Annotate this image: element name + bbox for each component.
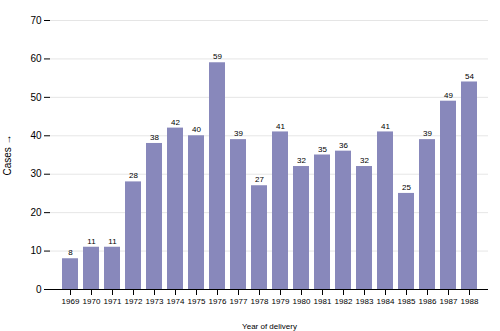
svg-text:1969: 1969 bbox=[62, 297, 80, 306]
svg-text:27: 27 bbox=[255, 175, 264, 184]
svg-text:1976: 1976 bbox=[209, 297, 227, 306]
svg-text:1981: 1981 bbox=[314, 297, 332, 306]
svg-text:11: 11 bbox=[87, 237, 96, 246]
svg-text:41: 41 bbox=[381, 122, 390, 131]
svg-text:70: 70 bbox=[30, 15, 42, 26]
svg-text:1970: 1970 bbox=[83, 297, 101, 306]
svg-text:1980: 1980 bbox=[293, 297, 311, 306]
svg-text:36: 36 bbox=[339, 141, 348, 150]
svg-text:1971: 1971 bbox=[104, 297, 122, 306]
svg-text:42: 42 bbox=[171, 118, 180, 127]
svg-text:39: 39 bbox=[423, 129, 432, 138]
svg-text:59: 59 bbox=[213, 52, 222, 61]
svg-text:50: 50 bbox=[30, 92, 42, 103]
svg-text:28: 28 bbox=[129, 171, 138, 180]
svg-text:25: 25 bbox=[402, 183, 411, 192]
svg-text:1975: 1975 bbox=[188, 297, 206, 306]
svg-text:8: 8 bbox=[68, 248, 73, 257]
svg-text:40: 40 bbox=[30, 130, 42, 141]
svg-text:1987: 1987 bbox=[440, 297, 458, 306]
svg-text:11: 11 bbox=[108, 237, 117, 246]
svg-text:41: 41 bbox=[276, 122, 285, 131]
svg-text:1978: 1978 bbox=[251, 297, 269, 306]
svg-text:20: 20 bbox=[30, 207, 42, 218]
svg-text:32: 32 bbox=[297, 156, 306, 165]
svg-text:1974: 1974 bbox=[167, 297, 185, 306]
svg-text:10: 10 bbox=[30, 245, 42, 256]
svg-text:30: 30 bbox=[30, 168, 42, 179]
svg-text:32: 32 bbox=[360, 156, 369, 165]
svg-text:1983: 1983 bbox=[356, 297, 374, 306]
svg-text:39: 39 bbox=[234, 129, 243, 138]
svg-text:1985: 1985 bbox=[398, 297, 416, 306]
svg-text:Cases →: Cases → bbox=[2, 134, 13, 175]
svg-text:Year of delivery: Year of delivery bbox=[242, 322, 297, 331]
svg-text:35: 35 bbox=[318, 145, 327, 154]
svg-text:40: 40 bbox=[192, 125, 201, 134]
svg-text:54: 54 bbox=[465, 72, 474, 81]
svg-text:1973: 1973 bbox=[146, 297, 164, 306]
svg-text:1977: 1977 bbox=[230, 297, 248, 306]
svg-text:1986: 1986 bbox=[419, 297, 437, 306]
svg-text:1972: 1972 bbox=[125, 297, 143, 306]
svg-text:1988: 1988 bbox=[461, 297, 479, 306]
svg-text:60: 60 bbox=[30, 53, 42, 64]
svg-text:1984: 1984 bbox=[377, 297, 395, 306]
svg-text:0: 0 bbox=[36, 284, 42, 295]
svg-text:1979: 1979 bbox=[272, 297, 290, 306]
svg-text:49: 49 bbox=[444, 91, 453, 100]
svg-text:1982: 1982 bbox=[335, 297, 353, 306]
svg-text:38: 38 bbox=[150, 133, 159, 142]
